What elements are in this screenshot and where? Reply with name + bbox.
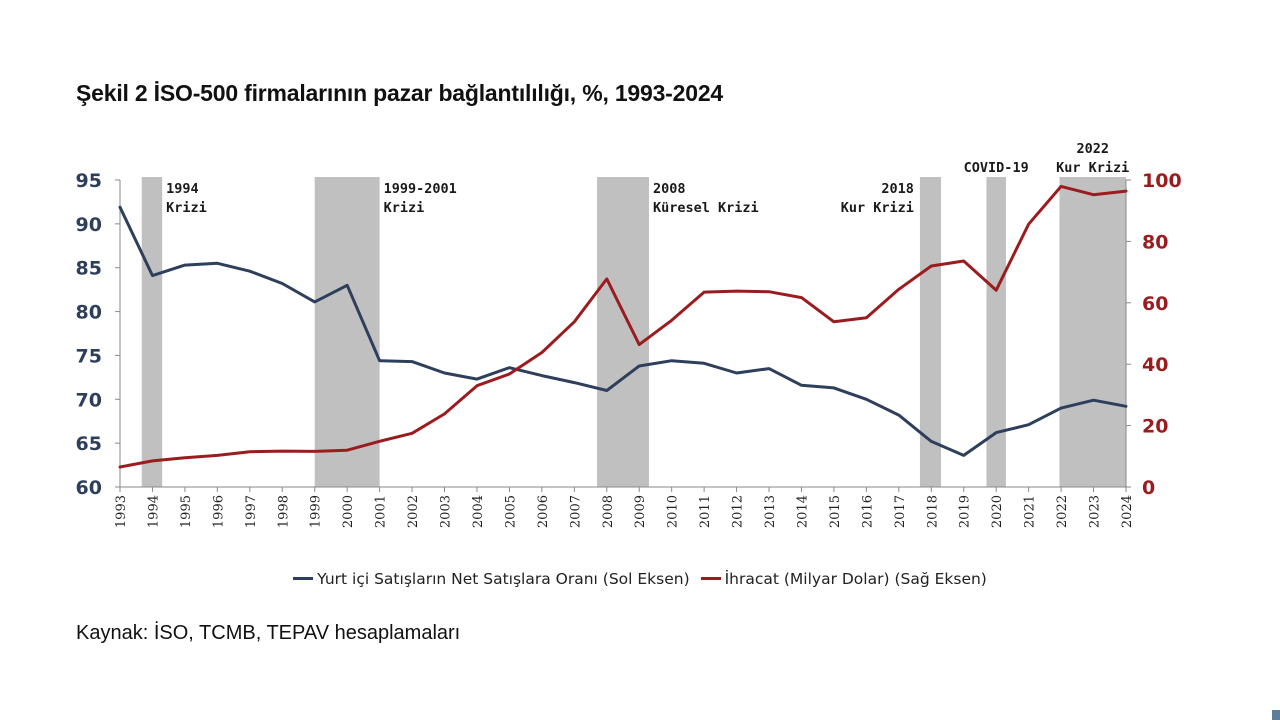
x-tick-label: 2001 — [374, 495, 389, 528]
x-tick-label: 2023 — [1088, 495, 1103, 528]
right-tick-label: 100 — [1142, 170, 1182, 192]
crisis-shaded-bands — [141, 177, 1126, 487]
series-line-domestic-sales — [118, 205, 1128, 457]
x-tick-label: 2016 — [860, 495, 875, 528]
x-tick-label: 2019 — [958, 495, 973, 528]
x-tick-label: 2024 — [1120, 495, 1135, 528]
legend-label-export: İhracat (Milyar Dolar) (Sağ Eksen) — [724, 569, 987, 588]
x-tick-label: 2020 — [990, 495, 1005, 528]
x-tick-label: 2008 — [601, 495, 616, 528]
crisis-label: 2022 — [1076, 141, 1109, 157]
x-tick-label: 1994 — [146, 495, 161, 528]
x-tick-label: 2014 — [795, 495, 810, 528]
x-tick-label: 2012 — [731, 495, 746, 528]
right-tick-label: 80 — [1142, 231, 1168, 253]
source-note: Kaynak: İSO, TCMB, TEPAV hesaplamaları — [76, 622, 461, 644]
crisis-band — [314, 177, 380, 487]
x-tick-label: 2021 — [1023, 495, 1038, 528]
crisis-label: COVID-19 — [964, 160, 1029, 176]
right-tick-label: 0 — [1142, 477, 1155, 499]
x-tick-label: 2010 — [666, 495, 681, 528]
x-tick-label: 2006 — [536, 495, 551, 528]
x-tick-label: 2004 — [471, 495, 486, 528]
x-tick-label: 2005 — [503, 495, 518, 528]
right-tick-label: 60 — [1142, 293, 1168, 315]
crisis-band — [597, 177, 649, 487]
legend-swatch-domestic — [293, 577, 314, 580]
left-tick-label: 70 — [76, 389, 102, 411]
legend-label-domestic: Yurt içi Satışların Net Satışlara Oranı … — [317, 569, 690, 588]
crisis-label: Kur Krizi — [1056, 160, 1129, 176]
crisis-label: 2018 — [881, 181, 914, 197]
left-tick-label: 60 — [76, 477, 102, 499]
legend-item-export: İhracat (Milyar Dolar) (Sağ Eksen) — [700, 569, 987, 588]
x-tick-label: 1999 — [309, 495, 324, 528]
x-tick-label: 2013 — [763, 495, 778, 528]
x-tick-label: 2003 — [439, 495, 454, 528]
right-tick-label: 20 — [1142, 416, 1168, 438]
legend-item-domestic: Yurt içi Satışların Net Satışlara Oranı … — [293, 570, 690, 588]
crisis-label: 1994 — [166, 181, 199, 197]
left-tick-label: 80 — [76, 302, 102, 324]
x-tick-label: 2007 — [568, 495, 583, 528]
left-tick-label: 90 — [76, 214, 102, 236]
crisis-labels: 1994 Krizi 1999-2001 Krizi 2008 Küresel Krizi… — [166, 141, 1129, 216]
right-tick-label: 40 — [1142, 354, 1168, 376]
axes: 60 65 70 75 80 85 90 95 0 20 40 60 80 100 1993 1994 1995… — [76, 170, 1182, 528]
x-tick-label: 1997 — [244, 495, 259, 528]
x-tick-label: 1998 — [276, 495, 291, 528]
x-tick-label: 2018 — [925, 495, 940, 528]
x-tick-label: 1996 — [211, 495, 226, 528]
crisis-label: Küresel Krizi — [653, 200, 759, 216]
crisis-label: 2008 — [653, 181, 686, 197]
series-lines — [118, 184, 1128, 469]
left-tick-label: 65 — [76, 433, 102, 455]
x-tick-label: 2002 — [406, 495, 421, 528]
crisis-label: Krizi — [166, 200, 207, 216]
chart-title: Şekil 2 İSO-500 firmalarının pazar bağla… — [76, 80, 724, 106]
left-tick-label: 95 — [76, 170, 102, 192]
x-tick-label: 2015 — [828, 495, 843, 528]
x-tick-label: 2000 — [341, 495, 356, 528]
x-tick-label: 2017 — [893, 495, 908, 528]
crisis-band — [986, 177, 1006, 487]
x-tick-label: 1993 — [114, 495, 129, 528]
x-tick-label: 2022 — [1055, 495, 1070, 528]
corner-badge — [1272, 710, 1280, 720]
x-tick-label: 1995 — [179, 495, 194, 528]
x-tick-label: 2011 — [698, 495, 713, 528]
legend: Yurt içi Satışların Net Satışlara Oranı … — [0, 566, 1280, 588]
crisis-band — [141, 177, 163, 487]
crisis-band — [919, 177, 942, 487]
crisis-band — [1059, 177, 1126, 487]
left-tick-label: 85 — [76, 258, 102, 280]
x-tick-label: 2009 — [633, 495, 648, 528]
left-tick-label: 75 — [76, 345, 102, 367]
crisis-label: Krizi — [384, 200, 425, 216]
crisis-label: 1999-2001 — [384, 181, 457, 197]
legend-swatch-export — [700, 577, 721, 580]
series-line-exports — [118, 184, 1128, 469]
crisis-label: Kur Krizi — [841, 200, 914, 216]
